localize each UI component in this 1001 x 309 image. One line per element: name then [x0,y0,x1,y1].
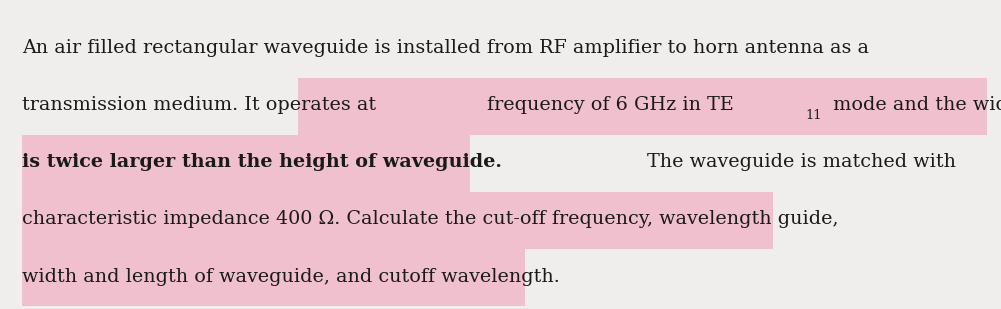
Bar [22,192,773,249]
Text: is twice larger than the height of waveguide.: is twice larger than the height of waveg… [22,153,502,171]
Text: An air filled rectangular waveguide is installed from RF amplifier to horn anten: An air filled rectangular waveguide is i… [22,39,869,57]
Text: width and length of waveguide, and cutoff wavelength.: width and length of waveguide, and cutof… [22,268,560,286]
Text: The waveguide is matched with: The waveguide is matched with [642,153,956,171]
Bar [22,135,470,192]
Bar [22,249,525,306]
Text: 11: 11 [805,109,822,122]
Text: transmission medium. It operates at: transmission medium. It operates at [22,96,382,114]
Text: characteristic impedance 400 Ω. Calculate the cut-off frequency, wavelength guid: characteristic impedance 400 Ω. Calculat… [22,210,839,228]
Text: mode and the width: mode and the width [827,96,1001,114]
Text: frequency of 6 GHz in TE: frequency of 6 GHz in TE [486,96,734,114]
Bar [298,78,987,135]
